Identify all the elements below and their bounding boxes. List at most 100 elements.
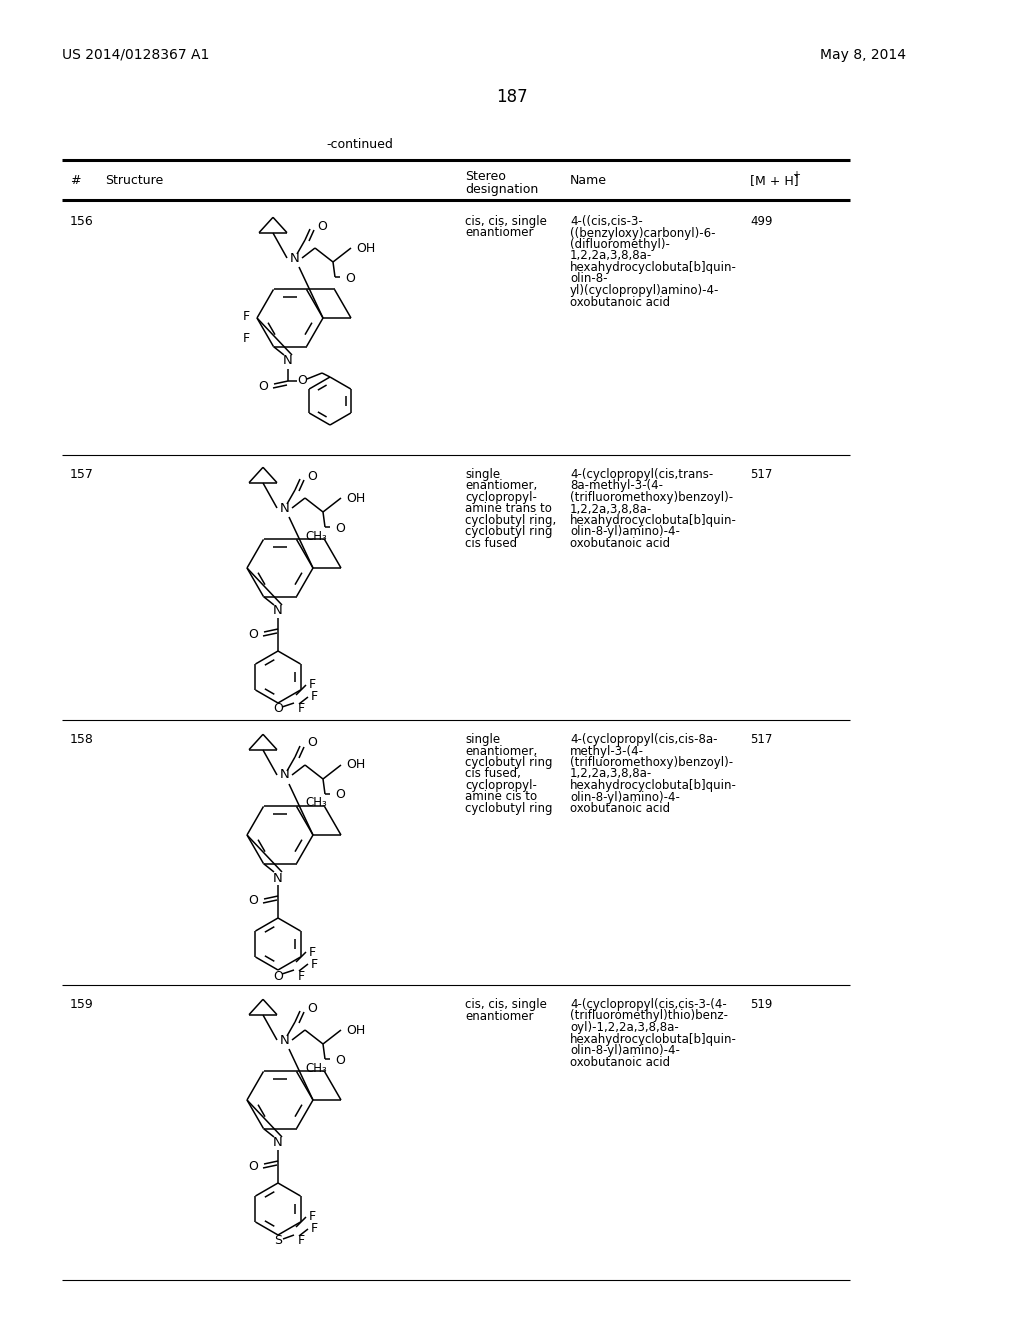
Text: olin-8-yl)amino)-4-: olin-8-yl)amino)-4- [570, 525, 680, 539]
Text: O: O [273, 702, 283, 715]
Text: OH: OH [356, 242, 375, 255]
Text: N: N [281, 1034, 290, 1047]
Text: Stereo: Stereo [465, 170, 506, 183]
Text: 4-(cyclopropyl(cis,cis-8a-: 4-(cyclopropyl(cis,cis-8a- [570, 733, 718, 746]
Text: +: + [792, 170, 800, 180]
Text: 159: 159 [70, 998, 94, 1011]
Text: O: O [258, 380, 268, 392]
Text: O: O [248, 1159, 258, 1172]
Text: CH₃: CH₃ [305, 529, 327, 543]
Text: N: N [281, 502, 290, 515]
Text: single: single [465, 733, 500, 746]
Text: F: F [309, 945, 316, 958]
Text: enantiomer,: enantiomer, [465, 744, 538, 758]
Text: olin-8-: olin-8- [570, 272, 607, 285]
Text: O: O [335, 1053, 345, 1067]
Text: 1,2,2a,3,8,8a-: 1,2,2a,3,8,8a- [570, 767, 652, 780]
Text: methyl-3-(4-: methyl-3-(4- [570, 744, 644, 758]
Text: cyclobutyl ring: cyclobutyl ring [465, 525, 553, 539]
Text: N: N [273, 605, 283, 618]
Text: 1,2,2a,3,8,8a-: 1,2,2a,3,8,8a- [570, 503, 652, 516]
Text: F: F [298, 702, 305, 715]
Text: cyclobutyl ring: cyclobutyl ring [465, 756, 553, 770]
Text: F: F [311, 957, 318, 970]
Text: CH₃: CH₃ [305, 1061, 327, 1074]
Text: S: S [274, 1234, 282, 1247]
Text: O: O [248, 895, 258, 908]
Text: cis, cis, single: cis, cis, single [465, 998, 547, 1011]
Text: single: single [465, 469, 500, 480]
Text: O: O [335, 788, 345, 801]
Text: hexahydrocyclobuta[b]quin-: hexahydrocyclobuta[b]quin- [570, 779, 737, 792]
Text: cis fused,: cis fused, [465, 767, 521, 780]
Text: designation: designation [465, 183, 539, 195]
Text: enantiomer: enantiomer [465, 1010, 534, 1023]
Text: olin-8-yl)amino)-4-: olin-8-yl)amino)-4- [570, 1044, 680, 1057]
Text: enantiomer,: enantiomer, [465, 479, 538, 492]
Text: hexahydrocyclobuta[b]quin-: hexahydrocyclobuta[b]quin- [570, 1032, 737, 1045]
Text: 519: 519 [750, 998, 772, 1011]
Text: Name: Name [570, 174, 607, 187]
Text: 499: 499 [750, 215, 772, 228]
Text: hexahydrocyclobuta[b]quin-: hexahydrocyclobuta[b]quin- [570, 261, 737, 275]
Text: OH: OH [346, 491, 366, 504]
Text: F: F [311, 690, 318, 704]
Text: -continued: -continued [327, 139, 393, 150]
Text: ((benzyloxy)carbonyl)-6-: ((benzyloxy)carbonyl)-6- [570, 227, 716, 239]
Text: O: O [317, 219, 327, 232]
Text: US 2014/0128367 A1: US 2014/0128367 A1 [62, 48, 209, 62]
Text: [M + H]: [M + H] [750, 174, 799, 187]
Text: hexahydrocyclobuta[b]quin-: hexahydrocyclobuta[b]quin- [570, 513, 737, 527]
Text: O: O [307, 470, 316, 483]
Text: oxobutanoic acid: oxobutanoic acid [570, 296, 670, 309]
Text: 158: 158 [70, 733, 94, 746]
Text: O: O [345, 272, 355, 285]
Text: OH: OH [346, 1023, 366, 1036]
Text: N: N [273, 871, 283, 884]
Text: olin-8-yl)amino)-4-: olin-8-yl)amino)-4- [570, 791, 680, 804]
Text: cyclopropyl-: cyclopropyl- [465, 779, 537, 792]
Text: F: F [309, 1210, 316, 1224]
Text: N: N [290, 252, 300, 264]
Text: amine cis to: amine cis to [465, 791, 538, 804]
Text: O: O [297, 375, 307, 388]
Text: amine trans to: amine trans to [465, 503, 552, 516]
Text: N: N [273, 1137, 283, 1150]
Text: O: O [307, 1002, 316, 1015]
Text: F: F [298, 969, 305, 982]
Text: 4-((cis,cis-3-: 4-((cis,cis-3- [570, 215, 643, 228]
Text: OH: OH [346, 759, 366, 771]
Text: 4-(cyclopropyl(cis,trans-: 4-(cyclopropyl(cis,trans- [570, 469, 714, 480]
Text: CH₃: CH₃ [305, 796, 327, 809]
Text: 187: 187 [497, 88, 527, 106]
Text: O: O [307, 737, 316, 750]
Text: F: F [243, 310, 250, 323]
Text: 4-(cyclopropyl(cis,cis-3-(4-: 4-(cyclopropyl(cis,cis-3-(4- [570, 998, 727, 1011]
Text: 517: 517 [750, 469, 772, 480]
Text: (trifluoromethyl)thio)benz-: (trifluoromethyl)thio)benz- [570, 1010, 728, 1023]
Text: cis, cis, single: cis, cis, single [465, 215, 547, 228]
Text: 156: 156 [70, 215, 94, 228]
Text: May 8, 2014: May 8, 2014 [820, 48, 906, 62]
Text: O: O [335, 521, 345, 535]
Text: 8a-methyl-3-(4-: 8a-methyl-3-(4- [570, 479, 663, 492]
Text: (trifluoromethoxy)benzoyl)-: (trifluoromethoxy)benzoyl)- [570, 491, 733, 504]
Text: 1,2,2a,3,8,8a-: 1,2,2a,3,8,8a- [570, 249, 652, 263]
Text: F: F [298, 1234, 305, 1247]
Text: oyl)-1,2,2a,3,8,8a-: oyl)-1,2,2a,3,8,8a- [570, 1020, 679, 1034]
Text: cyclopropyl-: cyclopropyl- [465, 491, 537, 504]
Text: oxobutanoic acid: oxobutanoic acid [570, 537, 670, 550]
Text: O: O [273, 969, 283, 982]
Text: F: F [243, 331, 250, 345]
Text: enantiomer: enantiomer [465, 227, 534, 239]
Text: #: # [70, 174, 81, 187]
Text: (difluoromethyl)-: (difluoromethyl)- [570, 238, 670, 251]
Text: cis fused: cis fused [465, 537, 517, 550]
Text: cyclobutyl ring: cyclobutyl ring [465, 803, 553, 814]
Text: yl)(cyclopropyl)amino)-4-: yl)(cyclopropyl)amino)-4- [570, 284, 720, 297]
Text: N: N [283, 355, 293, 367]
Text: oxobutanoic acid: oxobutanoic acid [570, 1056, 670, 1068]
Text: 517: 517 [750, 733, 772, 746]
Text: 157: 157 [70, 469, 94, 480]
Text: cyclobutyl ring,: cyclobutyl ring, [465, 513, 556, 527]
